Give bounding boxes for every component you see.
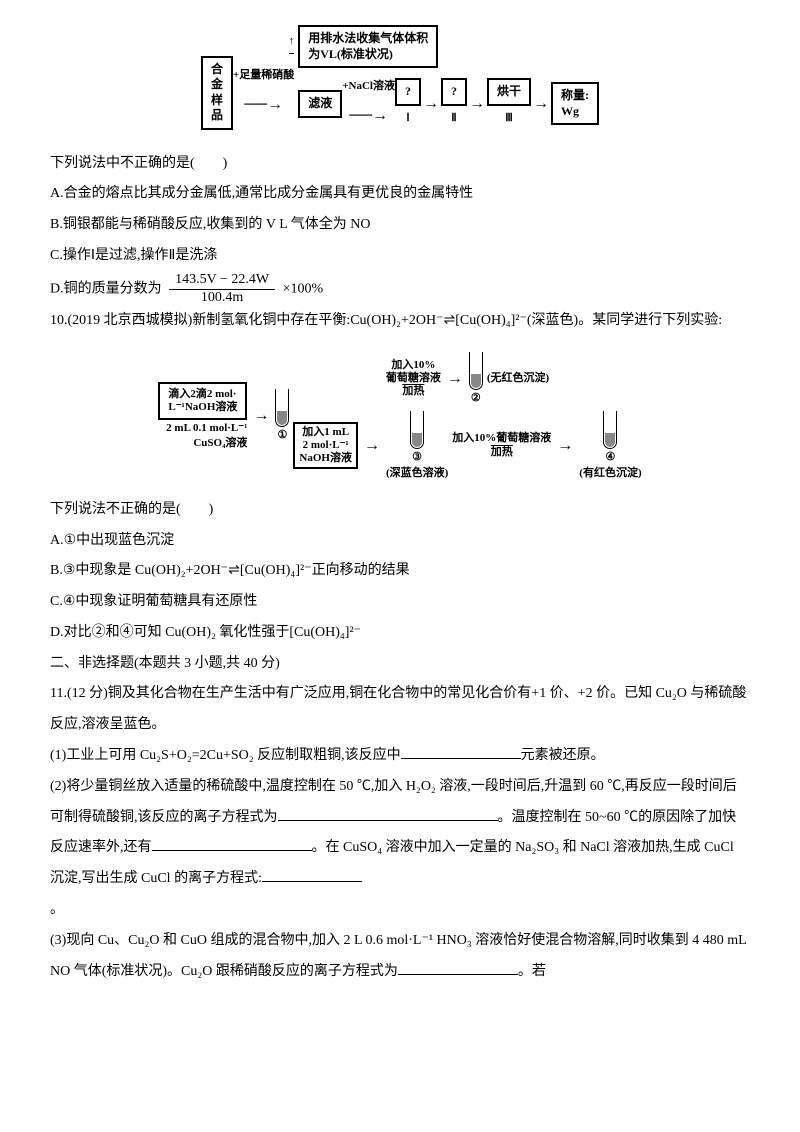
tube-icon (410, 411, 424, 449)
tube-icon (275, 389, 289, 427)
q11-3-b: 。若 (518, 964, 546, 979)
cap-3: (深蓝色溶液) (386, 467, 448, 480)
op-label-2: Ⅱ (451, 106, 456, 130)
diagram-1: ↑ 合金样品 +足量稀硝酸 ──→ 用排水法收集气体体积为VL(标准状况) 滤液… (50, 25, 750, 134)
arrow: ──→ (242, 87, 285, 122)
d2-top2: 葡萄糖溶液 (386, 372, 441, 385)
d2-br2: 加热 (491, 446, 513, 459)
q11-1-pre: (1)工业上可用 Cu₂S+O₂=2Cu+SO₂ 反应制取粗铜,该反应中 (50, 748, 401, 763)
diagram-2: 滴入2滴2 mol· L⁻¹NaOH溶液 2 mL 0.1 mol·L⁻¹ Cu… (50, 352, 750, 480)
q11-2-d: 。 (50, 895, 750, 926)
option-d-prefix: D.铜的质量分数为 (50, 281, 162, 296)
blank-fill (278, 807, 498, 821)
blank-fill (262, 868, 362, 882)
section-2-heading: 二、非选择题(本题共 3 小题,共 40 分) (50, 649, 750, 680)
d2-top1: 加入10% (391, 359, 435, 372)
arrow: → (362, 428, 382, 463)
arrow: → (531, 86, 551, 121)
q10-option-a: A.①中出现蓝色沉淀 (50, 526, 750, 557)
option-d-suffix: ×100% (283, 281, 324, 296)
option-a: A.合金的熔点比其成分金属低,通常比成分金属具有更优良的金属特性 (50, 179, 750, 210)
d2-top3: 加热 (402, 385, 424, 398)
op-box: ? (441, 78, 467, 106)
option-c: C.操作Ⅰ是过滤,操作Ⅱ是洗涤 (50, 241, 750, 272)
option-b: B.铜银都能与稀硝酸反应,收集到的 V L 气体全为 NO (50, 210, 750, 241)
op-label-1: Ⅰ (406, 106, 409, 130)
arrow: → (445, 361, 465, 396)
q10-prompt: 下列说法不正确的是( ) (50, 495, 750, 526)
blank-fill (398, 961, 518, 975)
blank-fill (401, 745, 521, 759)
q11-heading: 11.(12 分)铜及其化合物在生产生活中有广泛应用,铜在化合物中的常见化合价有… (50, 679, 750, 741)
box-weigh: 称量:Wg (551, 82, 599, 125)
arrow: → (251, 398, 271, 433)
arrow: → (467, 86, 487, 121)
op-dry: 烘干 (487, 78, 531, 106)
label-1: ① (277, 429, 287, 442)
box-alloy: 合金样品 (201, 56, 233, 130)
tube-icon (603, 411, 617, 449)
label-4: ④ (606, 451, 616, 464)
q10-option-d: D.对比②和④可知 Cu(OH)₂ 氧化性强于[Cu(OH)₄]²⁻ (50, 618, 750, 649)
label-3: ③ (412, 451, 422, 464)
op-label-3: Ⅲ (505, 106, 513, 130)
fraction-den: 100.4m (169, 290, 275, 307)
tube-icon (469, 352, 483, 390)
d2-left2: L⁻¹NaOH溶液 (168, 401, 237, 414)
cap-4: (有红色沉淀) (579, 467, 641, 480)
label-acid: +足量稀硝酸 (233, 63, 294, 87)
label-2: ② (471, 392, 481, 405)
d2-bot2: 2 mol·L⁻¹ (303, 439, 349, 452)
q11-part1: (1)工业上可用 Cu₂S+O₂=2Cu+SO₂ 反应制取粗铜,该反应中 元素被还… (50, 741, 750, 772)
blank-fill (152, 837, 312, 851)
d2-left3: 2 mL 0.1 mol·L⁻¹ (166, 422, 247, 435)
op-box: ? (395, 78, 421, 106)
d2-bot1: 加入1 mL (302, 426, 349, 439)
q10-option-b: B.③中现象是 Cu(OH)₂+2OH⁻⇌[Cu(OH)₄]²⁻正向移动的结果 (50, 556, 750, 587)
d2-bot3: NaOH溶液 (299, 452, 352, 465)
fraction-num: 143.5V − 22.4W (169, 272, 275, 290)
q11-part3: (3)现向 Cu、Cu₂O 和 CuO 组成的混合物中,加入 2 L 0.6 m… (50, 926, 750, 988)
d2-left4: CuSO₄溶液 (193, 437, 247, 450)
arrow: → (421, 86, 441, 121)
option-d: D.铜的质量分数为 143.5V − 22.4W 100.4m ×100% (50, 272, 750, 307)
arrow: → (555, 428, 575, 463)
q10-option-c: C.④中现象证明葡萄糖具有还原性 (50, 587, 750, 618)
fraction: 143.5V − 22.4W 100.4m (169, 272, 275, 307)
d2-top-right: (无红色沉淀) (487, 372, 549, 385)
q11-1-suf: 元素被还原。 (521, 748, 605, 763)
question-prompt: 下列说法中不正确的是( ) (50, 149, 750, 180)
q11-part2: (2)将少量铜丝放入适量的稀硫酸中,温度控制在 50 ℃,加入 H₂O₂ 溶液,… (50, 772, 750, 895)
q10-heading: 10.(2019 北京西城模拟)新制氢氧化铜中存在平衡:Cu(OH)₂+2OH⁻… (50, 306, 750, 337)
d2-br1: 加入10%葡萄糖溶液 (452, 432, 551, 445)
box-gas-volume: 用排水法收集气体体积为VL(标准状况) (298, 25, 438, 68)
label-nacl: +NaCl溶液 (342, 74, 395, 98)
d2-left1: 滴入2滴2 mol· (168, 388, 237, 401)
box-filtrate: 滤液 (298, 90, 342, 118)
arrow: ──→ (347, 98, 390, 133)
